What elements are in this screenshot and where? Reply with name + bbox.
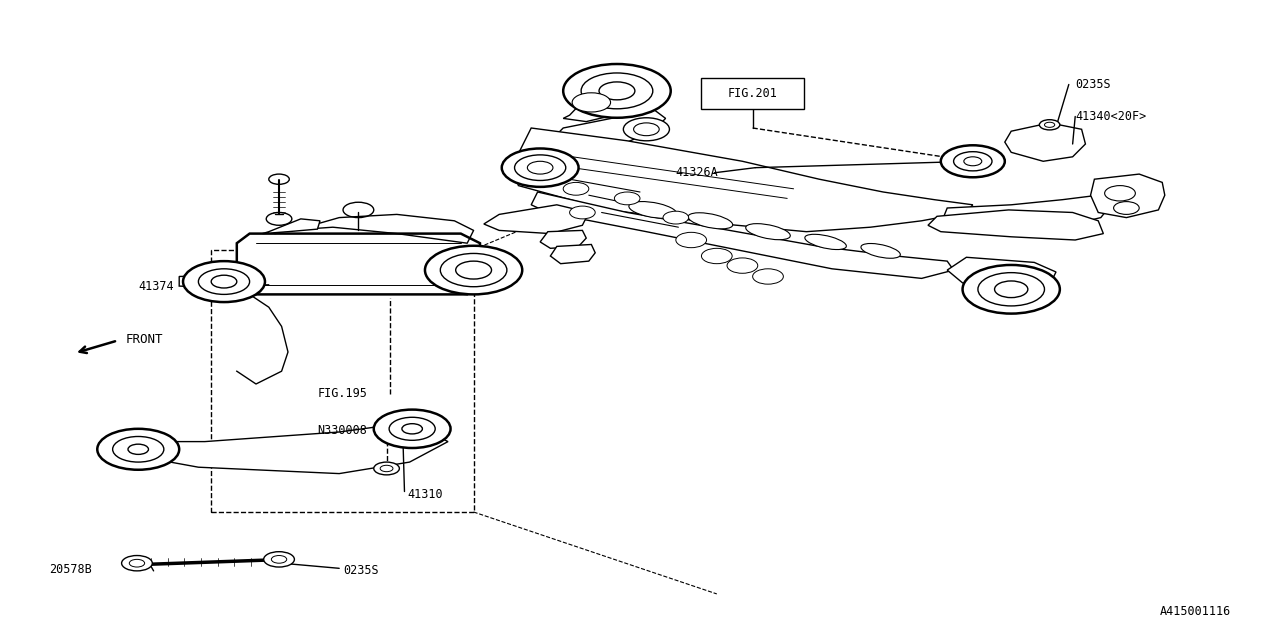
Ellipse shape (861, 243, 900, 259)
Circle shape (183, 261, 265, 302)
Text: N330008: N330008 (317, 424, 367, 436)
Polygon shape (237, 234, 480, 294)
Ellipse shape (805, 234, 846, 250)
Polygon shape (179, 275, 224, 288)
Ellipse shape (746, 223, 790, 240)
Circle shape (374, 410, 451, 448)
Circle shape (563, 182, 589, 195)
Bar (701, 78, 804, 109)
Polygon shape (484, 205, 589, 234)
Polygon shape (550, 244, 595, 264)
Polygon shape (1091, 174, 1165, 218)
Text: FRONT: FRONT (125, 333, 163, 346)
Circle shape (727, 258, 758, 273)
Polygon shape (531, 192, 954, 278)
Polygon shape (540, 230, 586, 248)
Circle shape (570, 206, 595, 219)
Text: 41340<20F>: 41340<20F> (1075, 110, 1147, 123)
Circle shape (264, 552, 294, 567)
Polygon shape (262, 219, 320, 234)
Text: FIG.201: FIG.201 (728, 87, 777, 100)
Circle shape (1105, 186, 1135, 201)
Circle shape (701, 248, 732, 264)
Text: 20578B: 20578B (49, 563, 91, 576)
Text: 41374: 41374 (138, 280, 174, 292)
Circle shape (623, 118, 669, 141)
Bar (211, 250, 474, 512)
Circle shape (1039, 120, 1060, 130)
Polygon shape (557, 109, 666, 142)
Circle shape (572, 93, 611, 112)
Circle shape (663, 211, 689, 224)
Text: 41310: 41310 (407, 488, 443, 500)
Text: 0235S: 0235S (343, 564, 379, 577)
Circle shape (941, 145, 1005, 177)
Text: 0235S: 0235S (1075, 78, 1111, 91)
Text: FIG.195: FIG.195 (317, 387, 367, 400)
Polygon shape (563, 80, 627, 122)
Polygon shape (947, 257, 1056, 293)
Circle shape (502, 148, 579, 187)
Polygon shape (512, 128, 973, 232)
Text: 41326A: 41326A (676, 166, 718, 179)
Circle shape (1114, 202, 1139, 214)
Polygon shape (1005, 123, 1085, 161)
Circle shape (963, 265, 1060, 314)
Circle shape (122, 556, 152, 571)
Text: A415001116: A415001116 (1160, 605, 1231, 618)
Circle shape (425, 246, 522, 294)
Polygon shape (941, 195, 1111, 232)
Polygon shape (928, 210, 1103, 240)
Circle shape (563, 64, 671, 118)
Circle shape (614, 192, 640, 205)
Circle shape (753, 269, 783, 284)
Polygon shape (122, 422, 448, 474)
Circle shape (676, 232, 707, 248)
Circle shape (97, 429, 179, 470)
Ellipse shape (689, 212, 732, 229)
Circle shape (374, 462, 399, 475)
Ellipse shape (628, 202, 677, 218)
